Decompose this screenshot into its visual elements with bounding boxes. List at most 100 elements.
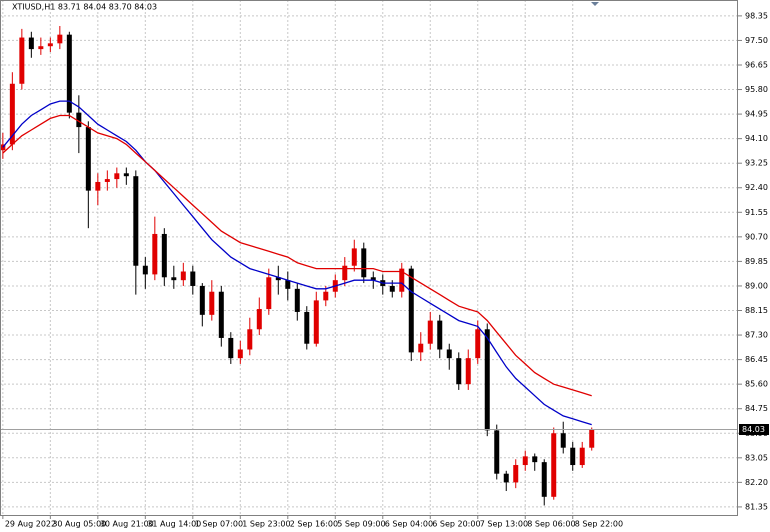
x-tick-label: 2 Sep 16:00 bbox=[290, 520, 338, 529]
plot-layer bbox=[0, 25, 738, 506]
x-tick-label: 8 Sep 22:00 bbox=[575, 520, 623, 529]
candle-body bbox=[465, 358, 471, 385]
y-tick-label: 82.20 bbox=[745, 478, 768, 487]
x-tick-label: 6 Sep 20:00 bbox=[432, 520, 480, 529]
candle-body bbox=[494, 430, 500, 474]
candle-body bbox=[513, 465, 519, 483]
candle-body bbox=[294, 288, 300, 312]
y-tick-label: 95.80 bbox=[745, 85, 768, 94]
x-tick-label: 30 Aug 21:00 bbox=[100, 520, 154, 529]
candle-body bbox=[133, 176, 139, 266]
candle-body bbox=[161, 233, 167, 278]
x-tick-label: 1 Sep 07:00 bbox=[195, 520, 243, 529]
candle-body bbox=[38, 46, 44, 50]
candle-body bbox=[237, 349, 243, 359]
candle-body bbox=[579, 447, 585, 466]
last-price-label: 84.03 bbox=[742, 425, 765, 434]
y-tick-label: 83.05 bbox=[745, 453, 768, 462]
shift-marker bbox=[591, 2, 599, 6]
x-tick-label: 30 Aug 05:00 bbox=[52, 520, 106, 529]
candle-body bbox=[361, 248, 367, 278]
candle-body bbox=[408, 268, 414, 353]
candle-body bbox=[47, 43, 53, 47]
candle-body bbox=[551, 433, 557, 497]
candle-body bbox=[209, 291, 215, 315]
chart-title: XTIUSD,H1 83.71 84.04 83.70 84.03 bbox=[12, 3, 157, 12]
x-tick-label: 7 Sep 13:00 bbox=[480, 520, 528, 529]
candle-body bbox=[418, 343, 424, 353]
y-tick-label: 84.75 bbox=[745, 404, 768, 413]
x-tick-label: 29 Aug 2022 bbox=[5, 520, 56, 529]
candle-body bbox=[370, 277, 376, 281]
candle-body bbox=[389, 285, 395, 292]
axis-layer: 98.35 97.50 96.65 95.80 94.95 94.10 93.25 92.40… bbox=[2, 11, 769, 529]
candle-body bbox=[171, 277, 177, 281]
candle-body bbox=[142, 265, 148, 275]
candle-body bbox=[199, 285, 205, 315]
y-tick-label: 88.15 bbox=[745, 306, 768, 315]
y-tick-label: 86.45 bbox=[745, 355, 768, 364]
y-tick-label: 90.70 bbox=[745, 232, 768, 241]
moving-average-line bbox=[2, 114, 592, 397]
y-tick-label: 96.65 bbox=[745, 60, 768, 69]
candle-body bbox=[85, 127, 91, 191]
moving-average-line bbox=[2, 100, 592, 426]
y-tick-label: 89.85 bbox=[745, 257, 768, 266]
candle-body bbox=[475, 329, 481, 359]
candle-body bbox=[589, 429, 595, 448]
candle-body bbox=[28, 37, 34, 50]
x-tick-label: 31 Aug 14:00 bbox=[147, 520, 201, 529]
candle-body bbox=[541, 462, 547, 497]
candle-body bbox=[560, 433, 566, 448]
candle-body bbox=[180, 271, 186, 281]
x-tick-label: 8 Sep 06:00 bbox=[527, 520, 575, 529]
candle-body bbox=[123, 173, 129, 177]
candle-body bbox=[247, 329, 253, 350]
y-tick-label: 87.30 bbox=[745, 331, 768, 340]
y-tick-label: 93.25 bbox=[745, 159, 768, 168]
plot-frame bbox=[0, 0, 738, 516]
y-tick-label: 89.00 bbox=[745, 281, 768, 290]
candle-body bbox=[570, 447, 576, 466]
last-price-box bbox=[739, 424, 769, 436]
candle-body bbox=[522, 456, 528, 466]
x-tick-label: 6 Sep 04:00 bbox=[385, 520, 433, 529]
candle-body bbox=[218, 291, 224, 338]
candle-body bbox=[484, 329, 490, 431]
candle-body bbox=[342, 265, 348, 281]
candle-body bbox=[275, 277, 281, 281]
candle-body bbox=[256, 309, 262, 330]
candle-body bbox=[427, 320, 433, 344]
candle-body bbox=[446, 349, 452, 359]
candle-body bbox=[304, 311, 310, 344]
candle-body bbox=[532, 456, 538, 463]
y-tick-label: 94.95 bbox=[745, 110, 768, 119]
candle-body bbox=[437, 320, 443, 350]
candle-body bbox=[95, 181, 101, 191]
candle-body bbox=[323, 291, 329, 301]
candle-body bbox=[19, 37, 25, 84]
candle-body bbox=[57, 34, 63, 44]
candle-body bbox=[104, 179, 110, 182]
candle-body bbox=[456, 358, 462, 385]
candle-body bbox=[399, 268, 405, 292]
candle-body bbox=[9, 83, 15, 145]
candle-body bbox=[152, 233, 158, 275]
x-tick-label: 5 Sep 09:00 bbox=[337, 520, 385, 529]
candle-body bbox=[503, 473, 509, 483]
x-tick-label: 1 Sep 23:00 bbox=[242, 520, 290, 529]
y-tick-label: 85.60 bbox=[745, 380, 768, 389]
y-tick-label: 91.55 bbox=[745, 208, 768, 217]
y-tick-label: 94.10 bbox=[745, 134, 768, 143]
candle-body bbox=[228, 337, 234, 359]
y-tick-label: 81.35 bbox=[745, 502, 768, 511]
candle-body bbox=[313, 300, 319, 344]
candle-body bbox=[190, 271, 196, 286]
candle-body bbox=[285, 280, 291, 289]
candle-body bbox=[266, 277, 272, 310]
y-tick-label: 98.35 bbox=[745, 11, 768, 20]
candle-body bbox=[76, 112, 82, 128]
y-tick-label: 92.40 bbox=[745, 183, 768, 192]
